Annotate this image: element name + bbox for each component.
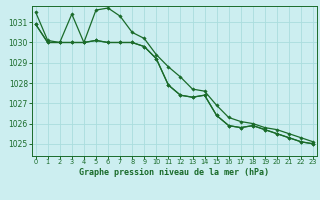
X-axis label: Graphe pression niveau de la mer (hPa): Graphe pression niveau de la mer (hPa) — [79, 168, 269, 177]
